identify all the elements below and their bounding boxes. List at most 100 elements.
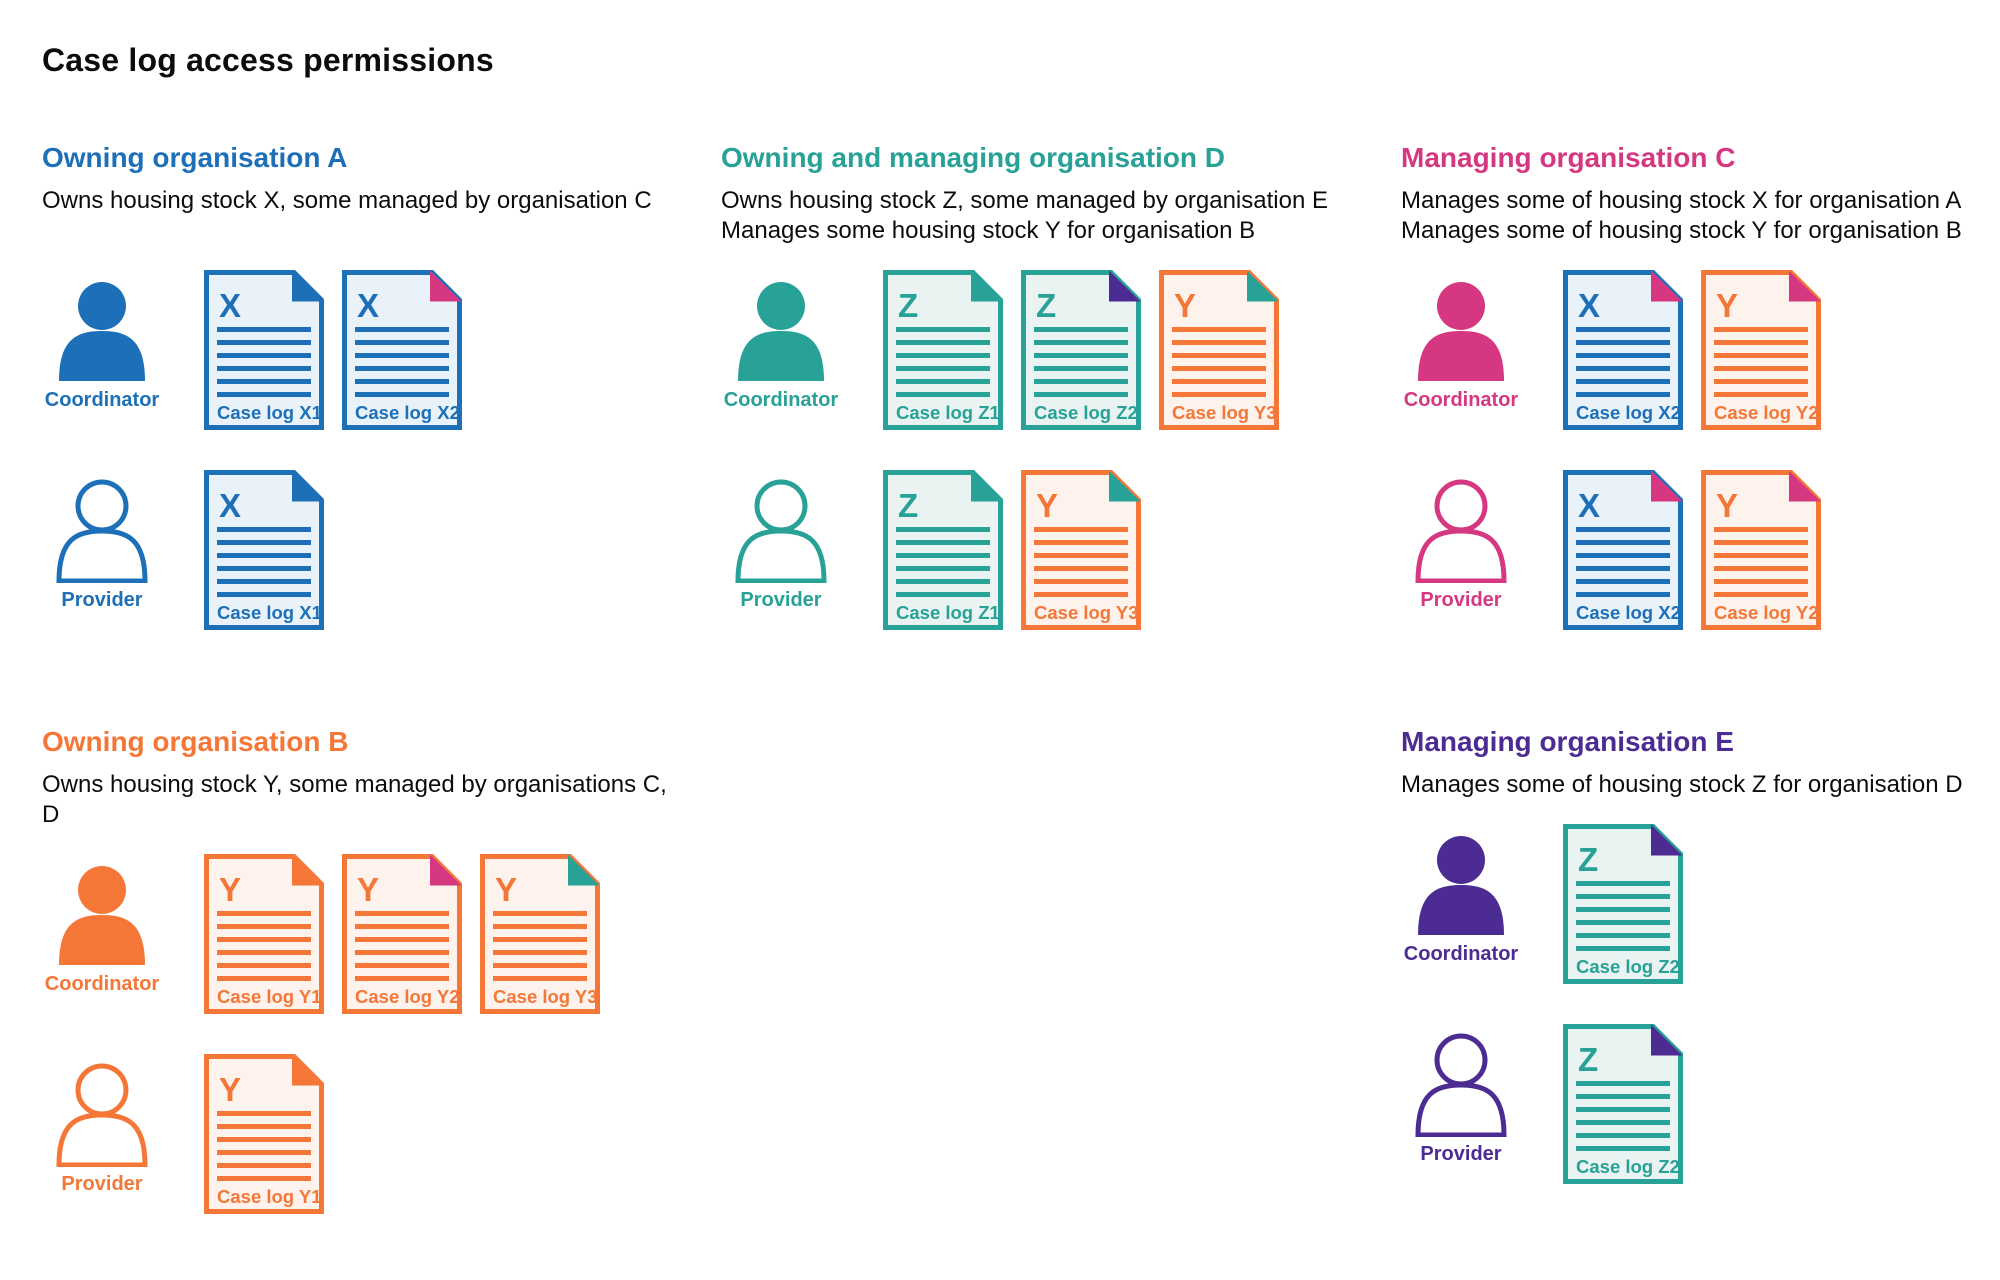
doc-text-line	[355, 976, 449, 981]
role-row-coordinator: Coordinator Y Case log Y1 Y Case log Y2 …	[42, 854, 682, 1014]
case-log-doc: X Case log X1	[204, 270, 324, 430]
doc-label: Case log Y2	[1714, 602, 1819, 623]
doc-label: Case log Y1	[217, 986, 322, 1007]
doc-fold-corner-icon	[430, 270, 462, 302]
provider-icon	[56, 1063, 148, 1167]
doc-label: Case log X2	[355, 402, 460, 423]
case-log-doc: Y Case log Y2	[1701, 270, 1821, 430]
section-managing-organisation-c: Managing organisation C Manages some of …	[1401, 140, 2000, 670]
doc-letter: Z	[898, 487, 918, 524]
doc-text-line	[493, 976, 587, 981]
section-description-line: Owns housing stock X, some managed by or…	[42, 187, 652, 214]
doc-text-line	[896, 379, 990, 384]
doc-text-line	[1172, 379, 1266, 384]
doc-text-line	[1576, 327, 1670, 332]
doc-page	[883, 270, 1003, 430]
doc-text-line	[896, 579, 990, 584]
doc-text-line	[217, 1150, 311, 1155]
doc-text-line	[217, 566, 311, 571]
case-log-doc: Y Case log Y2	[1701, 470, 1821, 630]
section-description: Manages some of housing stock X for orga…	[1401, 186, 2000, 246]
section-title: Managing organisation E	[1401, 726, 1734, 757]
doc-text-line	[217, 366, 311, 371]
doc-text-line	[1172, 353, 1266, 358]
doc-letter: Z	[898, 287, 918, 324]
doc-letter: X	[219, 287, 241, 324]
doc-text-line	[355, 911, 449, 916]
doc-text-line	[1714, 540, 1808, 545]
doc-text-line	[217, 963, 311, 968]
doc-letter: X	[1578, 287, 1600, 324]
doc-letter: X	[1578, 487, 1600, 524]
doc-label: Case log Y3	[493, 986, 598, 1007]
person-body	[1415, 1082, 1507, 1137]
doc-text-line	[1172, 366, 1266, 371]
role-rows: Coordinator X Case log X1 X Case log X2 …	[42, 270, 682, 630]
coordinator-icon	[738, 282, 824, 381]
doc-text-line	[896, 366, 990, 371]
doc-text-line	[1172, 327, 1266, 332]
provider-icon	[735, 479, 827, 583]
doc-text-line	[1576, 1120, 1670, 1125]
section-description-line: Manages some housing stock Y for organis…	[721, 217, 1256, 244]
case-log-doc: X Case log X2	[1563, 270, 1683, 430]
doc-letter: X	[357, 287, 379, 324]
person-head	[78, 282, 126, 330]
doc-text-line	[355, 366, 449, 371]
doc-page	[1701, 270, 1821, 430]
doc-text-line	[1714, 353, 1808, 358]
doc-text-line	[896, 340, 990, 345]
doc-text-line	[217, 392, 311, 397]
doc-label: Case log Y3	[1172, 402, 1277, 423]
doc-fold-corner-icon	[1789, 470, 1821, 502]
person-body	[735, 528, 827, 583]
doc-text-line	[355, 392, 449, 397]
doc-text-line	[493, 911, 587, 916]
doc-text-line	[1714, 327, 1808, 332]
doc-fold-corner-icon	[1651, 270, 1683, 302]
case-log-doc: X Case log X2	[342, 270, 462, 430]
person-body	[1418, 885, 1504, 935]
role-row-provider: Provider Y Case log Y1	[42, 1054, 682, 1214]
doc-letter: X	[219, 487, 241, 524]
case-log-doc: Z Case log Z2	[1021, 270, 1141, 430]
doc-text-line	[217, 579, 311, 584]
provider-label: Provider	[740, 589, 822, 611]
role-row-provider: Provider X Case log X1	[42, 470, 682, 630]
doc-text-line	[217, 924, 311, 929]
doc-text-line	[217, 553, 311, 558]
doc-text-line	[217, 1176, 311, 1181]
coordinator-label: Coordinator	[1403, 943, 1519, 965]
doc-text-line	[217, 976, 311, 981]
doc-text-line	[1576, 933, 1670, 938]
section-owning-and-managing-organisation-d: Owning and managing organisation D Owns …	[721, 140, 1361, 670]
doc-label: Case log Z2	[1034, 402, 1138, 423]
doc-text-line	[1576, 894, 1670, 899]
doc-page	[204, 1054, 324, 1214]
doc-text-line	[355, 950, 449, 955]
role-row-coordinator: Coordinator X Case log X1 X Case log X2	[42, 270, 682, 430]
doc-label: Case log Z1	[896, 602, 1000, 623]
person-coordinator: Coordinator	[42, 278, 162, 412]
person-provider: Provider	[721, 478, 841, 612]
person-coordinator: Coordinator	[42, 862, 162, 996]
doc-text-line	[493, 924, 587, 929]
doc-fold-corner-icon	[1109, 470, 1141, 502]
coordinator-icon	[1418, 836, 1504, 935]
doc-page	[480, 854, 600, 1014]
doc-text-line	[217, 1137, 311, 1142]
doc-text-line	[896, 553, 990, 558]
provider-icon	[1415, 479, 1507, 583]
doc-text-line	[1034, 579, 1128, 584]
section-title: Managing organisation C	[1401, 142, 1736, 173]
doc-page	[1563, 470, 1683, 630]
person-head	[75, 479, 129, 533]
doc-text-line	[1576, 366, 1670, 371]
doc-text-line	[217, 1124, 311, 1129]
doc-text-line	[1576, 1146, 1670, 1151]
doc-fold-corner-icon	[1109, 270, 1141, 302]
doc-letter: Z	[1578, 1041, 1598, 1078]
case-log-doc: Y Case log Y3	[480, 854, 600, 1014]
section-description-line: Owns housing stock Y, some managed by or…	[42, 771, 667, 828]
doc-label: Case log X1	[217, 402, 322, 423]
